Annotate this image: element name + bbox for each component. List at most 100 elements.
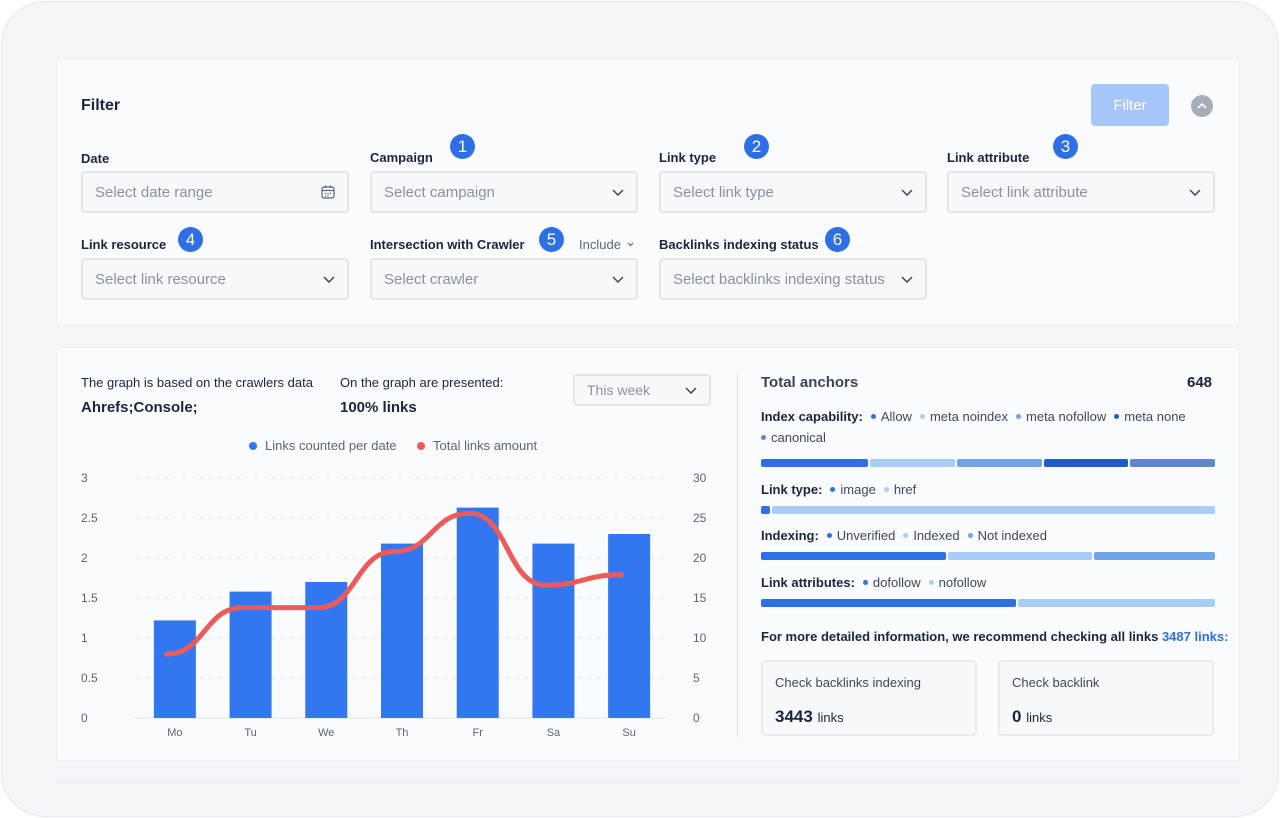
step-badge-3: 3 <box>1053 134 1078 159</box>
bar <box>381 543 423 718</box>
check-backlink-card[interactable]: Check backlink 0 links <box>998 660 1214 736</box>
x-tick-label: Tu <box>244 727 256 739</box>
filter-title: Filter <box>81 97 121 114</box>
legend-dot-blue <box>249 441 257 450</box>
bar-segment <box>761 552 946 560</box>
link-type-stat-label: Link type: <box>761 482 823 497</box>
y-right-tick-label: 30 <box>693 471 707 485</box>
check-indexing-title: Check backlinks indexing <box>775 675 921 690</box>
indexing-status-select[interactable]: Select backlinks indexing status <box>659 258 927 300</box>
bar-segment <box>1018 599 1215 607</box>
legend-total: Total links amount <box>417 438 537 453</box>
crawler-select[interactable]: Select crawler <box>370 258 638 300</box>
y-left-tick-label: 1.5 <box>81 591 98 605</box>
legend-item: meta none <box>1114 409 1186 424</box>
presented-value: 100% links <box>340 399 417 416</box>
link-resource-label: Link resource <box>81 237 167 252</box>
y-left-tick-label: 1 <box>81 631 88 645</box>
y-right-tick-label: 15 <box>693 591 707 605</box>
campaign-placeholder: Select campaign <box>384 183 495 201</box>
include-label: Include <box>579 237 621 252</box>
x-tick-label: Mo <box>167 727 182 739</box>
y-right-tick-label: 10 <box>693 631 707 645</box>
legend-counted-label: Links counted per date <box>265 438 397 453</box>
legend-item: image <box>830 482 876 497</box>
y-right-tick-label: 20 <box>693 551 707 565</box>
y-left-tick-label: 3 <box>81 471 88 485</box>
bar-segment <box>1130 459 1215 467</box>
check-backlink-title: Check backlink <box>1012 675 1100 690</box>
chevron-down-icon <box>612 188 624 196</box>
link-resource-placeholder: Select link resource <box>95 270 226 288</box>
period-select[interactable]: This week <box>573 374 711 406</box>
step-badge-2: 2 <box>744 134 769 159</box>
step-badge-5: 5 <box>539 227 564 252</box>
bar-segment <box>761 459 869 467</box>
based-on-label: The graph is based on the crawlers data <box>81 375 313 390</box>
link-type-bar <box>761 506 1215 514</box>
date-placeholder: Select date range <box>95 183 213 201</box>
bar-segment <box>956 459 1042 467</box>
check-indexing-card[interactable]: Check backlinks indexing 3443 links <box>761 660 977 736</box>
legend-total-label: Total links amount <box>433 438 538 453</box>
chevron-up-icon <box>1197 103 1207 109</box>
x-tick-label: Su <box>622 727 635 739</box>
indexing-status-label: Backlinks indexing status <box>659 237 819 252</box>
bar <box>532 543 575 718</box>
chevron-down-icon <box>685 386 697 394</box>
link-attributes-row: Link attributes: dofollow nofollow <box>761 575 1221 590</box>
filter-button[interactable]: Filter <box>1091 84 1169 126</box>
link-attribute-placeholder: Select link attribute <box>961 183 1088 201</box>
link-type-label: Link type <box>659 150 717 165</box>
crawler-placeholder: Select crawler <box>384 270 479 288</box>
info-text: For more detailed information, we recomm… <box>761 629 1228 644</box>
chevron-down-icon <box>612 275 624 283</box>
legend-item: meta noindex <box>919 409 1008 424</box>
legend-item: canonical <box>761 430 826 445</box>
bar-segment <box>761 599 1017 607</box>
legend-item: Unverified <box>826 528 895 543</box>
x-tick-label: Th <box>396 727 409 739</box>
link-attribute-select[interactable]: Select link attribute <box>947 171 1215 213</box>
check-indexing-value: 3443 links <box>775 707 844 726</box>
chevron-down-icon <box>323 275 335 283</box>
y-left-tick-label: 2.5 <box>81 511 98 525</box>
link-type-select[interactable]: Select link type <box>659 171 927 213</box>
chevron-down-icon <box>901 188 913 196</box>
link-attributes-bar <box>761 599 1215 607</box>
legend-item: href <box>883 482 916 497</box>
include-toggle[interactable]: Include <box>579 237 634 252</box>
filter-panel: Filter Filter Date Select date range Cam… <box>56 58 1240 326</box>
legend-item: Not indexed <box>967 528 1047 543</box>
campaign-label: Campaign <box>370 150 433 165</box>
bar <box>153 620 196 718</box>
indexing-bar <box>761 552 1215 560</box>
step-badge-1: 1 <box>450 134 475 159</box>
crawler-label: Intersection with Crawler <box>370 237 525 252</box>
chevron-down-icon <box>901 275 913 283</box>
bar <box>229 591 272 718</box>
indexing-row: Indexing: Unverified Indexed Not indexed <box>761 528 1221 543</box>
check-backlink-value: 0 links <box>1012 707 1053 726</box>
bar-segment <box>947 552 1092 560</box>
link-resource-select[interactable]: Select link resource <box>81 258 349 300</box>
bar <box>456 507 499 718</box>
y-right-tick-label: 0 <box>693 711 700 725</box>
x-tick-label: We <box>318 727 334 739</box>
legend-item: nofollow <box>928 575 986 590</box>
campaign-select[interactable]: Select campaign <box>370 171 638 213</box>
panel-divider <box>737 372 738 738</box>
chevron-down-icon <box>627 242 634 247</box>
date-range-select[interactable]: Select date range <box>81 171 349 213</box>
total-links-line <box>164 510 624 657</box>
bar <box>608 534 651 718</box>
bar <box>305 582 348 718</box>
step-badge-6: 6 <box>825 227 850 252</box>
y-left-tick-label: 0 <box>81 711 88 725</box>
all-links-link[interactable]: 3487 links: <box>1161 629 1229 644</box>
collapse-button[interactable] <box>1191 95 1213 117</box>
legend-item: dofollow <box>862 575 921 590</box>
legend-item: meta nofollow <box>1016 409 1106 424</box>
